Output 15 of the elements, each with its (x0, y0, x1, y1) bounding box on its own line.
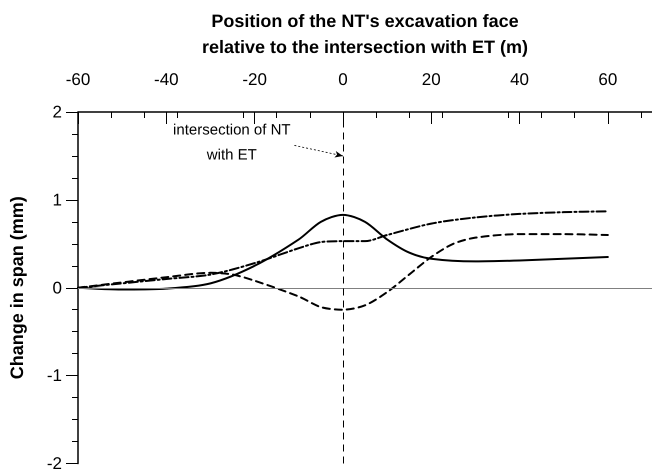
x-axis-title: Position of the NT's excavation face relative to the intersection with ET (m) (202, 11, 528, 57)
x-tick-label: 20 (422, 70, 441, 89)
y-tick-label: 1 (52, 190, 62, 210)
annotation: intersection of NT with ET (173, 121, 291, 164)
y-tick-label: 2 (52, 102, 62, 122)
x-tick-label: -40 (154, 70, 179, 89)
x-tick-label: 40 (510, 70, 529, 89)
y-tick-label: -1 (46, 366, 62, 386)
x-tick-label: -20 (242, 70, 267, 89)
x-tick-label: 0 (338, 70, 348, 89)
x-tick-label: -60 (66, 70, 90, 89)
y-tick-label: -2 (46, 454, 62, 472)
y-axis-title: Change in span (mm) (7, 196, 27, 380)
x-tick-label: 60 (598, 70, 618, 89)
y-tick-label: 0 (52, 278, 62, 298)
